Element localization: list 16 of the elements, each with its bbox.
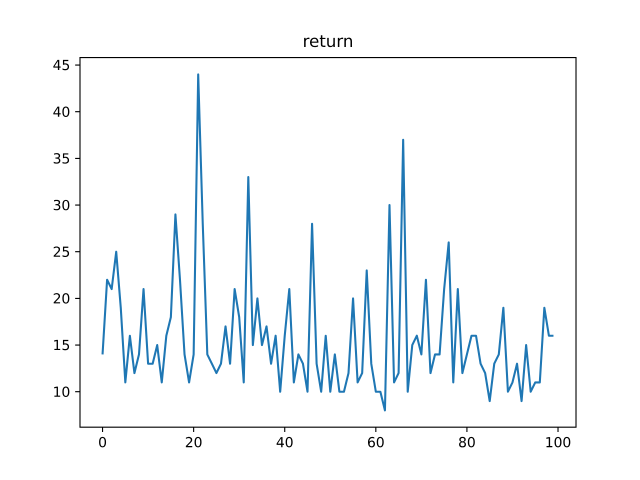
x-tick-label: 0 [99,436,106,448]
y-tick-label: 15 [54,340,70,350]
x-tick-label: 100 [546,436,570,448]
y-tick-label: 20 [54,293,70,304]
y-tick-label: 30 [54,200,70,210]
x-tick-label: 80 [459,436,475,448]
chart-title: return [304,35,352,48]
y-tick-label: 25 [54,246,70,257]
y-tick-label: 10 [54,386,70,397]
x-tick-label: 20 [186,436,202,448]
x-tick-label: 60 [368,436,384,448]
y-tick-label: 40 [53,106,70,117]
x-tick-label: 40 [276,436,293,448]
y-tick-label: 35 [54,153,70,164]
line-series [102,73,554,412]
y-tick-label: 45 [53,60,70,70]
